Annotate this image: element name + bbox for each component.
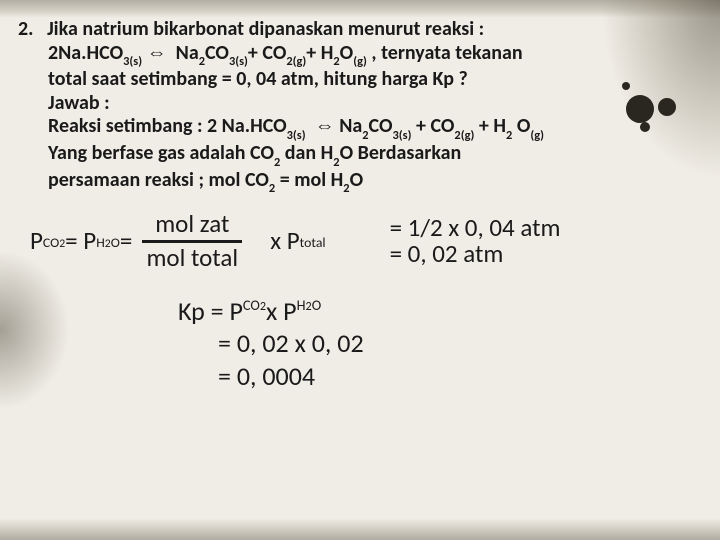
yg-sub: 2 [274, 155, 280, 170]
yg-sub: 2 [333, 155, 339, 170]
eq-part: + CO [248, 41, 286, 65]
question-number: 2. [18, 17, 33, 41]
question-text: Jika natrium bikarbonat dipanaskan menur… [47, 17, 484, 41]
kp-part: x P [266, 295, 297, 328]
eq-sub: 3(s) [229, 54, 248, 69]
eq-part: CO [205, 41, 229, 65]
rs-sub: (g) [530, 128, 544, 143]
eq-part: , ternyata tekanan [371, 41, 522, 65]
arrow-icon: ⇔ [147, 42, 167, 64]
kp-part: Kp = P [178, 295, 243, 328]
frac-den: mol total [146, 245, 238, 271]
question-line-3: total saat setimbang = 0, 04 atm, hitung… [18, 68, 696, 92]
kp-sub: H2O [297, 297, 322, 330]
fraction: mol zat mol total [142, 211, 242, 271]
eq-sub: 2 [199, 54, 205, 69]
rs-sub: 2(g) [454, 128, 474, 143]
grunge-bottom [0, 518, 720, 540]
pr-part: O [350, 168, 364, 192]
question-line-1: 2. Jika natrium bikarbonat dipanaskan me… [18, 18, 696, 42]
eq-sub: 2 [333, 54, 339, 69]
pr-part: = mol H [275, 168, 343, 192]
jawab-label: Jawab : [18, 92, 696, 116]
yg-part: O Berdasarkan [340, 141, 462, 165]
gas-phase-line: Yang berfase gas adalah CO2 dan H2O Berd… [18, 142, 696, 169]
kp-line-3: = 0, 0004 [178, 360, 696, 393]
kp-sub: CO2 [243, 297, 266, 330]
equation-line: 2Na.HCO3(s) ⇔ Na2CO3(s)+ CO2(g)+ H2O(g) … [18, 42, 696, 69]
pr-sub: 2 [343, 181, 349, 196]
f-sub: CO2 [43, 236, 65, 250]
yg-part: Yang berfase gas adalah CO [48, 141, 274, 165]
kp-val: = 0, 02 x 0, 02 [218, 327, 364, 360]
eq-part: Na [176, 41, 199, 65]
kp-line-1: Kp = PCO2 x PH2O [178, 295, 696, 328]
f-sub: H2O [96, 236, 120, 250]
yg-part: dan H [280, 141, 333, 165]
rs-part: O [517, 114, 531, 138]
pr-part: persamaan reaksi ; mol CO [48, 168, 269, 192]
kp-line-2: = 0, 02 x 0, 02 [178, 327, 696, 360]
partial-pressure-formula: PCO2 = PH2O = mol zat mol total x Ptotal… [18, 211, 696, 271]
kp-calculation: Kp = PCO2 x PH2O = 0, 02 x 0, 02 = 0, 00… [178, 295, 696, 393]
f-sub: total [300, 236, 326, 250]
f-P: P [30, 228, 43, 254]
rs-part: Na [339, 114, 362, 138]
rs-sub: 2 [362, 128, 368, 143]
reaksi-setimbang: Reaksi setimbang : 2 Na.HCO3(s) ⇔ Na2CO3… [18, 115, 696, 142]
f-eq: = [120, 228, 132, 254]
rs-part: + H [479, 114, 506, 138]
rs-part: CO [430, 114, 454, 138]
rs-part: CO [369, 114, 393, 138]
persamaan-line: persamaan reaksi ; mol CO2 = mol H2O [18, 169, 696, 196]
arrow-icon: ⇔ [315, 115, 335, 137]
rs-part: Reaksi setimbang : 2 Na.HCO [48, 114, 287, 138]
eq-sub: 3(s) [123, 54, 142, 69]
pr-sub: 2 [269, 181, 275, 196]
f-xp: x P [270, 228, 299, 254]
kp-val: = 0, 0004 [218, 360, 315, 393]
eq-sub: 2(g) [286, 54, 306, 69]
rs-sub: 3(s) [287, 128, 306, 143]
f-eq: = P [65, 228, 96, 254]
result-2: = 0, 02 atm [390, 241, 561, 267]
eq-part: + H [306, 41, 333, 65]
result-col: = 1/2 x 0, 04 atm = 0, 02 atm [390, 215, 561, 268]
eq-part: O [340, 41, 354, 65]
rs-sub: 3(s) [392, 128, 411, 143]
eq-part: 2Na.HCO [48, 41, 123, 65]
rs-sub: 2 [506, 128, 512, 143]
slide-content: 2. Jika natrium bikarbonat dipanaskan me… [0, 0, 720, 402]
eq-sub: (g) [353, 54, 367, 69]
frac-num: mol zat [155, 211, 229, 237]
